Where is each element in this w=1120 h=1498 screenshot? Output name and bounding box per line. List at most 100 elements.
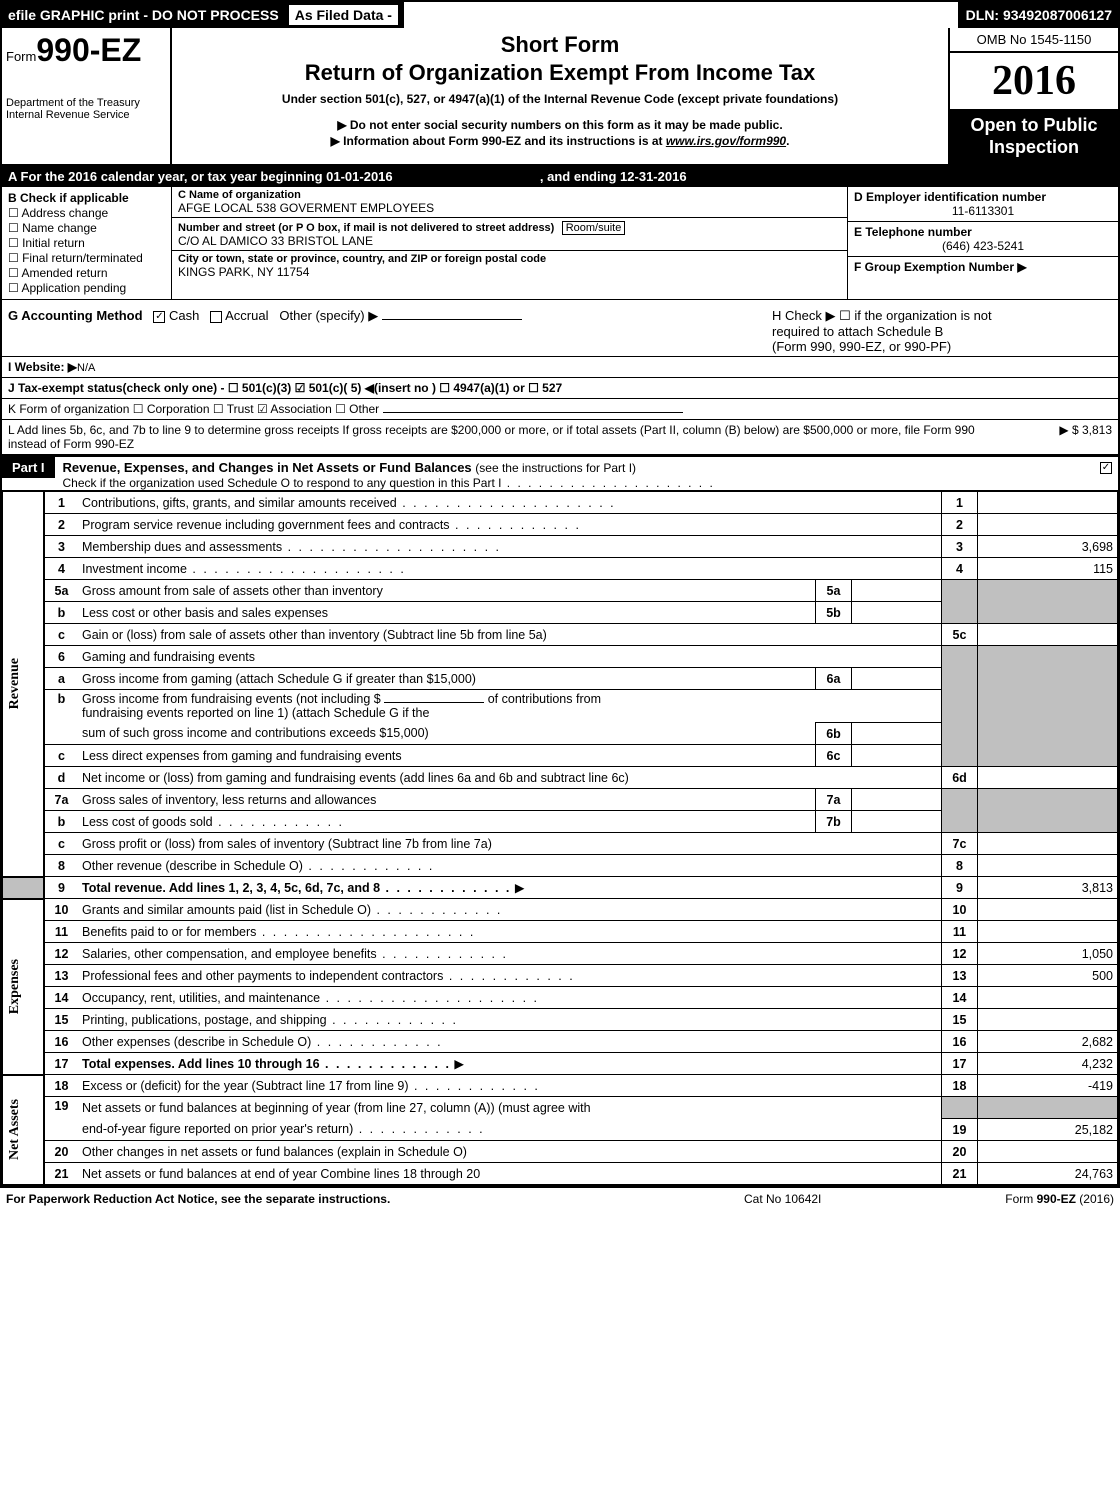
grey-6-val [978,646,1118,767]
col-b-title: B Check if applicable [8,191,165,205]
rval-8 [978,855,1118,877]
lnum-10: 10 [44,899,78,921]
topbar-gap [402,2,960,28]
line-6d-desc: Net income or (loss) from gaming and fun… [78,767,942,789]
rnum-13: 13 [942,965,978,987]
grey-5ab [942,580,978,624]
chk-final-return[interactable]: Final return/terminated [8,251,165,265]
i-value: N/A [77,362,95,374]
org-name-row: C Name of organization AFGE LOCAL 538 GO… [172,187,847,218]
col-b-checkboxes: B Check if applicable Address change Nam… [2,187,172,299]
as-filed-label: As Filed Data - [289,5,398,25]
lnum-9: 9 [44,877,78,899]
chk-accrual[interactable] [210,311,222,323]
lnum-3: 3 [44,536,78,558]
tax-year: 2016 [950,53,1118,109]
line-13-desc: Professional fees and other payments to … [78,965,942,987]
line-3-desc: Membership dues and assessments [78,536,942,558]
return-title: Return of Organization Exempt From Incom… [180,60,940,86]
phone-label: E Telephone number [854,225,1112,239]
h-line3: (Form 990, 990-EZ, or 990-PF) [772,339,1112,354]
notice-ssn: ▶ Do not enter social security numbers o… [180,118,940,132]
grey-7ab-val [978,789,1118,833]
g-label: G Accounting Method [8,308,143,323]
chk-initial-return[interactable]: Initial return [8,236,165,250]
expenses-vert-label: Expenses [3,899,45,1075]
lnum-6a: a [44,668,78,690]
chk-name-change[interactable]: Name change [8,221,165,235]
notice-info: ▶ Information about Form 990-EZ and its … [180,134,940,148]
line-6-desc: Gaming and fundraising events [78,646,942,668]
rval-1 [978,492,1118,514]
chk-application-pending[interactable]: Application pending [8,281,165,295]
header-right: OMB No 1545-1150 2016 Open to Public Ins… [948,28,1118,164]
rnum-14: 14 [942,987,978,1009]
footer-formid: Form 990-EZ (2016) [944,1192,1114,1206]
revenue-vert-label: Revenue [3,492,45,877]
lnum-7a: 7a [44,789,78,811]
part-1-sub: Check if the organization used Schedule … [63,476,715,490]
footer-catno: Cat No 10642I [744,1192,944,1206]
rnum-17: 17 [942,1053,978,1075]
row-a-calendar-year: A For the 2016 calendar year, or tax yea… [2,166,1118,187]
rnum-16: 16 [942,1031,978,1053]
lnum-6: 6 [44,646,78,668]
dept-treasury: Department of the Treasury [6,97,166,109]
rnum-20: 20 [942,1141,978,1163]
lnum-11: 11 [44,921,78,943]
line-11-desc: Benefits paid to or for members [78,921,942,943]
sub-5b: 5b [816,602,852,624]
chk-cash[interactable] [153,311,165,323]
under-section: Under section 501(c), 527, or 4947(a)(1)… [180,92,940,106]
other-label: Other (specify) ▶ [279,308,378,323]
lnum-14: 14 [44,987,78,1009]
row-gh: G Accounting Method Cash Accrual Other (… [2,300,1118,357]
lnum-5a: 5a [44,580,78,602]
rval-14 [978,987,1118,1009]
col-c-org-info: C Name of organization AFGE LOCAL 538 GO… [172,187,848,299]
public-inspection: Open to Public Inspection [950,109,1118,164]
rval-18: -419 [978,1075,1118,1097]
i-label: I Website: ▶ [8,360,77,374]
grey-6 [942,646,978,767]
chk-amended-return[interactable]: Amended return [8,266,165,280]
row-i-website: I Website: ▶N/A [2,357,1118,378]
lnum-19: 19 [44,1097,78,1141]
lnum-8: 8 [44,855,78,877]
rnum-8: 8 [942,855,978,877]
rval-21: 24,763 [978,1163,1118,1185]
col-def: D Employer identification number 11-6113… [848,187,1118,299]
line-9-desc: Total revenue. Add lines 1, 2, 3, 4, 5c,… [78,877,942,899]
rnum-5c: 5c [942,624,978,646]
rnum-18: 18 [942,1075,978,1097]
line-6b-desc1: Gross income from fundraising events (no… [78,690,942,723]
grey-7ab [942,789,978,833]
lnum-4: 4 [44,558,78,580]
part-1-checkbox[interactable] [1088,457,1118,474]
ein-label: D Employer identification number [854,190,1112,204]
line-5a-desc: Gross amount from sale of assets other t… [78,580,816,602]
line-1-desc: Contributions, gifts, grants, and simila… [78,492,942,514]
header-center: Short Form Return of Organization Exempt… [172,28,948,164]
form-page: efile GRAPHIC print - DO NOT PROCESS As … [0,0,1120,1187]
rnum-7c: 7c [942,833,978,855]
line-8-desc: Other revenue (describe in Schedule O) [78,855,942,877]
k-other-line[interactable] [383,412,683,413]
lnum-17: 17 [44,1053,78,1075]
h-line1: H Check ▶ ☐ if the organization is not [772,308,1112,324]
rnum-12: 12 [942,943,978,965]
row-a-pre: A For the 2016 calendar year, or tax yea… [8,169,393,184]
omb-number: OMB No 1545-1150 [950,28,1118,53]
section-bcdef: B Check if applicable Address change Nam… [2,187,1118,300]
org-city-value: KINGS PARK, NY 11754 [178,265,841,279]
irs-link[interactable]: www.irs.gov/form990 [666,134,786,148]
part-1-header: Part I Revenue, Expenses, and Changes in… [2,455,1118,491]
org-addr-value: C/O AL DAMICO 33 BRISTOL LANE [178,234,841,248]
rev-gap [3,877,45,899]
chk-address-change[interactable]: Address change [8,206,165,220]
org-city-label: City or town, state or province, country… [178,253,841,265]
sub-7b: 7b [816,811,852,833]
other-specify-line[interactable] [382,319,522,320]
rval-19: 25,182 [978,1119,1118,1141]
sub-6b: 6b [816,723,852,745]
